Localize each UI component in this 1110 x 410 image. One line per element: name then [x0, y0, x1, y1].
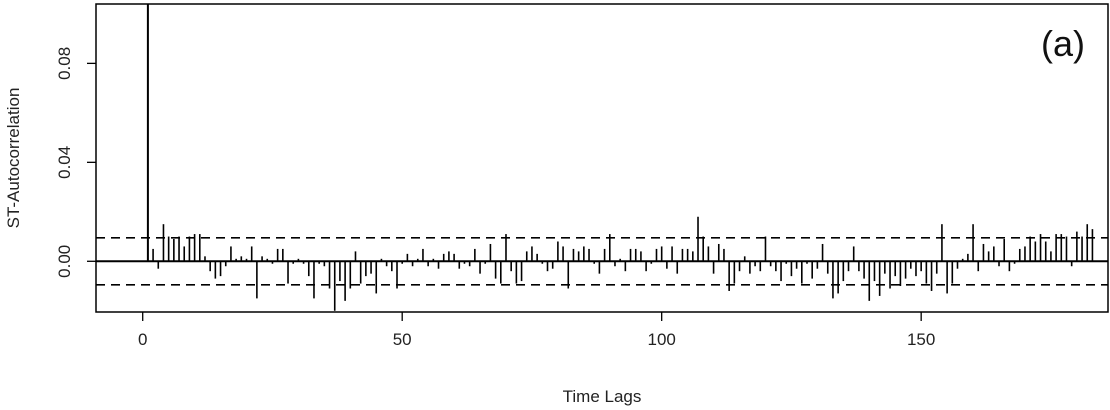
plot-frame — [95, 3, 1109, 313]
x-axis: 0 50 100 150 — [138, 312, 935, 349]
y-tick-label: 0.08 — [55, 47, 74, 80]
y-axis: 0.00 0.04 0.08 — [55, 47, 96, 278]
bars-group — [146, 4, 1094, 311]
x-tick-label: 50 — [393, 330, 412, 349]
x-tick-label: 150 — [907, 330, 935, 349]
x-axis-label: Time Lags — [563, 387, 642, 406]
x-tick-label: 100 — [647, 330, 675, 349]
panel-label: (a) — [1041, 23, 1085, 64]
y-axis-label: ST-Autocorrelation — [4, 88, 23, 229]
y-tick-label: 0.04 — [55, 146, 74, 179]
y-tick-label: 0.00 — [55, 245, 74, 278]
x-tick-label: 0 — [138, 330, 147, 349]
